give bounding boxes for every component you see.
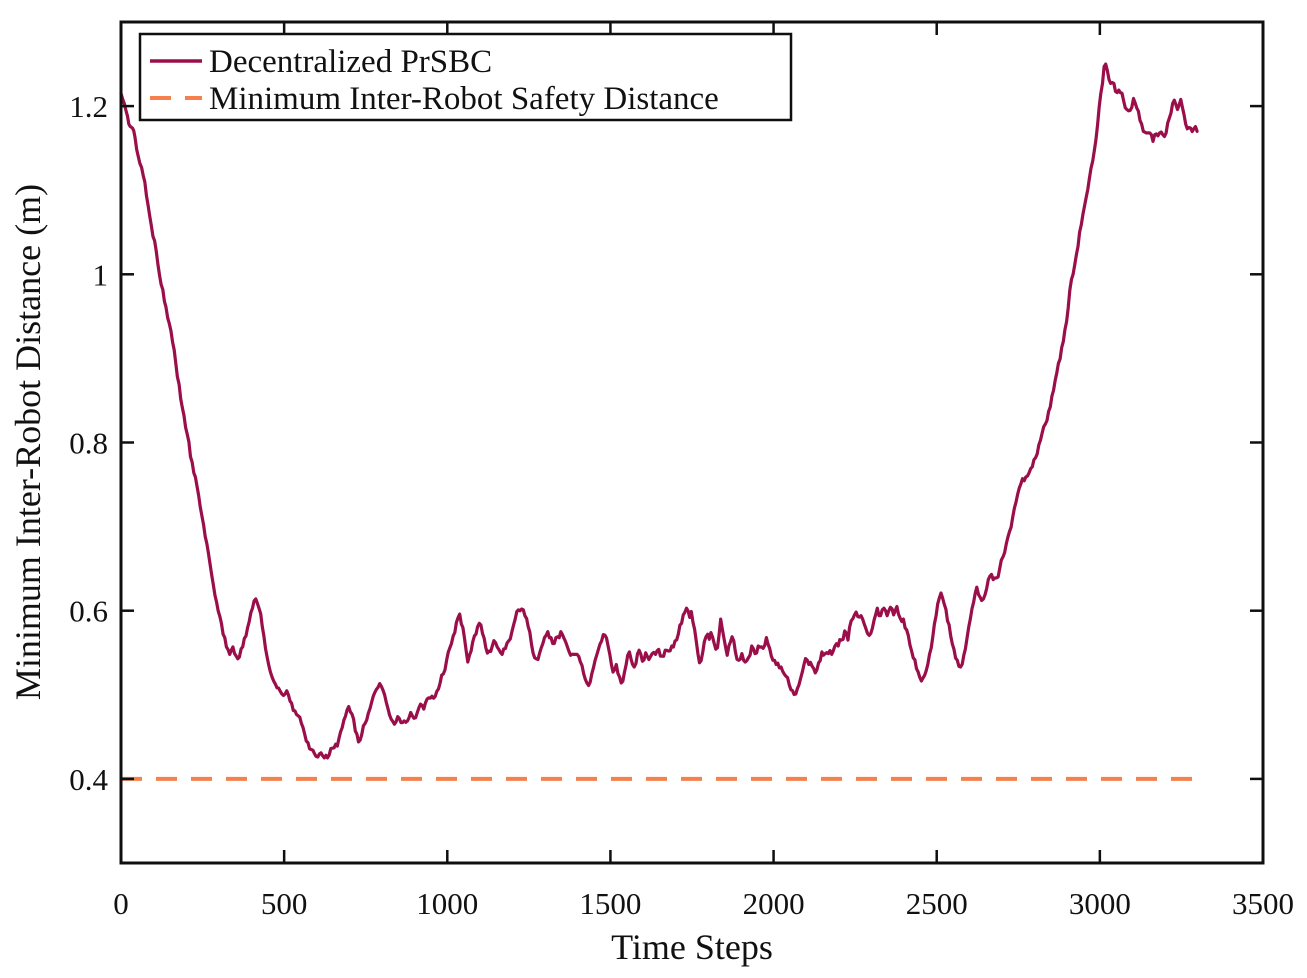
x-tick-label-500: 500 (261, 886, 308, 921)
y-tick-label-0.6: 0.6 (69, 594, 108, 629)
legend: Decentralized PrSBC Minimum Inter-Robot … (138, 32, 793, 122)
x-axis-label: Time Steps (611, 927, 773, 967)
y-tick-label-0.4: 0.4 (69, 762, 108, 797)
plot-axes-layer: 0 500 1000 1500 2000 2500 3000 3500 0.4 0.6 0.8 1 1.… (69, 22, 1294, 921)
legend-box (138, 32, 793, 122)
y-tick-label-1: 1 (93, 257, 109, 292)
plot-series-layer (119, 62, 1199, 781)
x-tick-label-1000: 1000 (416, 886, 478, 921)
x-tick-label-0: 0 (113, 886, 129, 921)
x-tick-label-2000: 2000 (743, 886, 805, 921)
x-tick-label-1500: 1500 (579, 886, 641, 921)
y-tick-label-0.8: 0.8 (69, 426, 108, 461)
x-tick-label-3500: 3500 (1232, 886, 1294, 921)
y-axis-label: Minimum Inter-Robot Distance (m) (8, 184, 48, 700)
legend-label-safety: Minimum Inter-Robot Safety Distance (209, 81, 719, 117)
x-tick-label-2500: 2500 (906, 886, 968, 921)
x-tick-label-3000: 3000 (1069, 886, 1131, 921)
y-tick-label-1.2: 1.2 (69, 89, 108, 124)
plot-border (119, 20, 1265, 865)
prsbc-line (119, 62, 1199, 760)
legend-label-prsbc: Decentralized PrSBC (209, 44, 492, 80)
